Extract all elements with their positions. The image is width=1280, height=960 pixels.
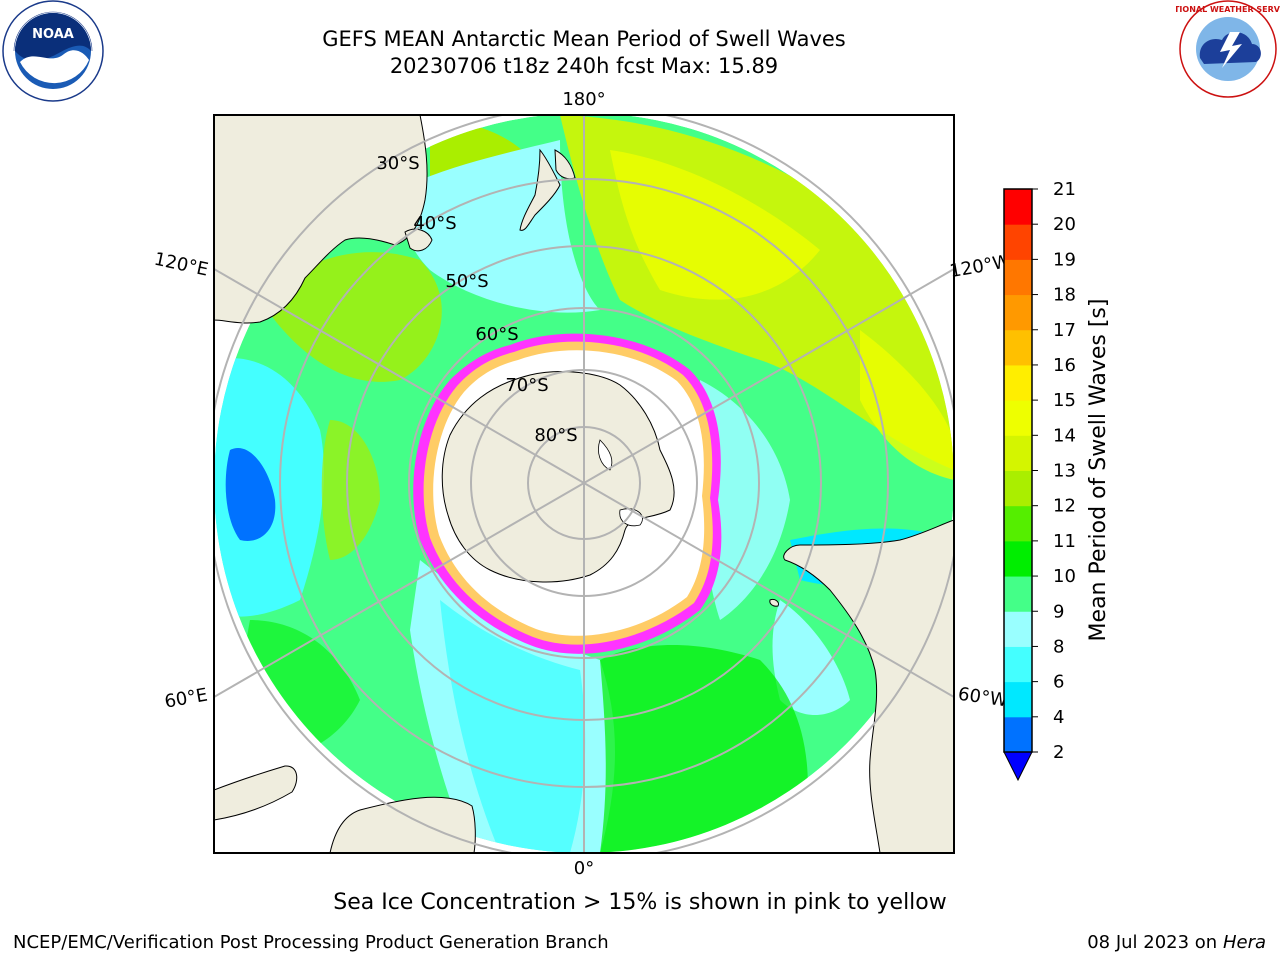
colorbar-tick-label: 10 (1053, 566, 1076, 587)
svg-text:NATIONAL WEATHER SERVICE: NATIONAL WEATHER SERVICE (1176, 5, 1280, 14)
lon-label-bottom: 0° (574, 858, 594, 879)
colorbar-segment (1004, 364, 1032, 401)
colorbar-tick-label: 14 (1053, 425, 1076, 446)
lon-label-top: 180° (562, 89, 605, 110)
lon-label-upper-right: 120°W (948, 251, 1012, 282)
colorbar-segment (1004, 189, 1032, 225)
colorbar-tick-label: 8 (1053, 636, 1064, 657)
lat-label-70s: 70°S (505, 375, 548, 396)
colorbar-tick-label: 6 (1053, 672, 1064, 693)
colorbar-segment (1004, 400, 1032, 436)
colorbar-label: Mean Period of Swell Waves [s] (1086, 299, 1111, 642)
colorbar-segment (1004, 294, 1032, 331)
colorbar-segment (1004, 716, 1032, 753)
lon-label-lower-left: 60°E (163, 684, 209, 712)
lat-label-80s: 80°S (534, 425, 577, 446)
lat-label-30s: 30°S (376, 153, 419, 174)
colorbar-segment (1004, 329, 1032, 366)
colorbar-tick-label: 21 (1053, 179, 1076, 200)
colorbar-tick-label: 15 (1053, 390, 1076, 411)
colorbar-tick-label: 16 (1053, 355, 1076, 376)
lat-label-40s: 40°S (413, 213, 456, 234)
graticule (214, 115, 954, 853)
lon-label-upper-left: 120°E (152, 249, 210, 281)
colorbar-segment (1004, 470, 1032, 507)
colorbar: 2 4 6 8 9 10 11 12 13 14 15 16 17 18 19 20 21 (1003, 179, 1076, 782)
colorbar-tick-label: 11 (1053, 531, 1076, 552)
footer-credit: NCEP/EMC/Verification Post Processing Pr… (13, 932, 609, 953)
colorbar-tick-label: 18 (1053, 285, 1076, 306)
footer-date: 08 Jul 2023 on Hera (1087, 932, 1266, 953)
map-frame (213, 114, 955, 854)
nws-logo-icon: NATIONAL WEATHER SERVICE (1176, 0, 1280, 98)
colorbar-segment (1004, 259, 1032, 296)
colorbar-tick-label: 19 (1053, 249, 1076, 270)
colorbar-tick-label: 20 (1053, 214, 1076, 235)
colorbar-segment (1004, 224, 1032, 260)
colorbar-tick-label: 17 (1053, 320, 1076, 341)
map-title: GEFS MEAN Antarctic Mean Period of Swell… (322, 27, 846, 51)
lat-label-60s: 60°S (475, 324, 518, 345)
colorbar-segment (1004, 646, 1032, 683)
colorbar-segment (1004, 576, 1032, 612)
colorbar-segment (1004, 505, 1032, 542)
lon-label-lower-right: 60°W (957, 684, 1009, 712)
map-subtitle: 20230706 t18z 240h fcst Max: 15.89 (389, 54, 779, 78)
footer-host: Hera (1222, 932, 1266, 953)
colorbar-segment (1004, 435, 1032, 471)
noaa-logo-icon: NOAA (2, 0, 104, 102)
colorbar-tick-label: 12 (1053, 496, 1076, 517)
colorbar-tick-label: 13 (1053, 461, 1076, 482)
colorbar-under-extension (1003, 751, 1033, 782)
lat-label-50s: 50°S (445, 271, 488, 292)
colorbar-segment (1004, 540, 1032, 577)
colorbar-tick-label: 9 (1053, 601, 1064, 622)
colorbar-segment (1004, 611, 1032, 647)
colorbar-segment (1004, 681, 1032, 718)
continents (214, 115, 954, 853)
colorbar-tick-label: 4 (1053, 707, 1064, 728)
sea-ice-note: Sea Ice Concentration > 15% is shown in … (333, 890, 947, 915)
colorbar-tick-label: 2 (1053, 742, 1064, 763)
svg-text:NOAA: NOAA (32, 27, 74, 42)
footer-date-text: 08 Jul 2023 on (1087, 932, 1218, 953)
